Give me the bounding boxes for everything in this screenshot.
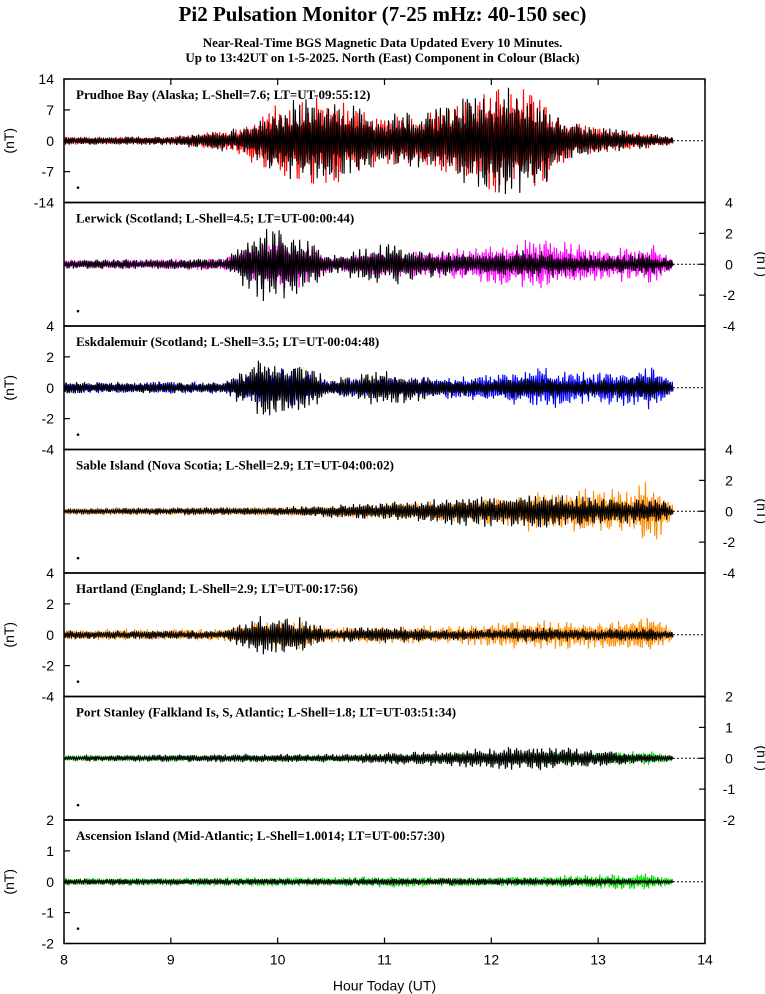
y-tick-label: 1 [725,719,733,735]
station-label-1: Lerwick (Scotland; L-Shell=4.5; LT=UT-00… [76,211,354,226]
station-label-5: Port Stanley (Falkland Is, S, Atlantic; … [76,705,456,720]
y-tick-label: -1 [723,781,736,797]
panel-marker-dot-2 [76,433,80,436]
panel-marker-dot-4 [76,680,80,683]
y-tick-label: 2 [725,689,733,705]
x-tick-label: 11 [377,952,392,968]
x-tick-label: 13 [590,952,606,968]
x-tick-label: 10 [270,952,286,968]
y-tick-label: 0 [46,627,54,643]
y-tick-label: -14 [34,195,54,211]
y-tick-label: -4 [723,565,736,581]
y-axis-unit-label-3: (nT) [754,498,765,524]
x-tick-label: 12 [484,952,500,968]
y-tick-label: 4 [46,565,54,581]
y-axis-unit-label-1: (nT) [754,251,765,277]
y-tick-label: -7 [42,164,55,180]
east-component-trace-5 [63,747,674,771]
y-tick-label: 4 [46,318,54,334]
y-tick-label: -4 [42,442,55,458]
x-tick-label: 8 [60,952,68,968]
panel-marker-dot-3 [76,556,80,560]
east-component-trace-4 [63,615,674,655]
y-tick-label: -4 [723,318,736,334]
y-tick-label: 0 [46,874,54,890]
panel-marker-dot-6 [76,927,80,930]
y-tick-label: 14 [38,71,54,87]
y-axis-unit-label-5: (nT) [754,745,765,771]
y-tick-label: -2 [42,658,55,674]
subtitle-line-1: Near-Real-Time BGS Magnetic Data Updated… [202,35,563,50]
station-label-6: Ascension Island (Mid-Atlantic; L-Shell=… [76,828,445,843]
station-label-2: Eskdalemuir (Scotland; L-Shell=3.5; LT=U… [76,334,379,349]
y-tick-label: -2 [723,534,736,550]
x-tick-label: 14 [697,952,713,968]
east-component-trace-0 [63,87,674,195]
east-component-trace-6 [63,877,674,887]
y-tick-label: 0 [46,133,54,149]
y-tick-label: -4 [42,689,55,705]
panel-marker-dot-5 [76,803,80,807]
station-label-3: Sable Island (Nova Scotia; L-Shell=2.9; … [76,458,394,473]
y-tick-label: -2 [723,287,736,303]
y-tick-label: 2 [46,812,54,828]
y-tick-label: 0 [725,256,733,272]
subtitle-line-2: Up to 13:42UT on 1-5-2025. North (East) … [185,50,580,65]
east-component-trace-3 [63,495,674,528]
y-tick-label: 0 [725,750,733,766]
panel-marker-dot-1 [76,309,80,313]
y-tick-label: 2 [46,596,54,612]
y-tick-label: 7 [46,102,54,118]
y-tick-label: 0 [46,380,54,396]
east-component-trace-1 [63,228,674,302]
x-axis-label: Hour Today (UT) [333,978,436,994]
panel-marker-dot-0 [76,186,80,189]
station-label-4: Hartland (England; L-Shell=2.9; LT=UT-00… [76,581,358,596]
y-tick-label: 0 [725,503,733,519]
y-tick-label: 2 [46,349,54,365]
y-tick-label: 1 [46,843,54,859]
station-label-0: Prudhoe Bay (Alaska; L-Shell=7.6; LT=UT-… [76,87,370,102]
y-axis-unit-label-4: (nT) [1,622,17,648]
y-tick-label: 2 [725,472,733,488]
east-component-trace-2 [63,360,674,416]
y-tick-label: -2 [723,812,736,828]
y-tick-label: -2 [42,411,55,427]
y-axis-unit-label-2: (nT) [1,375,17,401]
y-tick-label: -1 [42,905,55,921]
y-tick-label: 4 [725,195,733,211]
y-tick-label: 2 [725,225,733,241]
page-title: Pi2 Pulsation Monitor (7-25 mHz: 40-150 … [178,2,587,26]
y-tick-label: -2 [42,936,55,952]
x-tick-label: 9 [167,952,175,968]
y-axis-unit-label-0: (nT) [1,128,17,154]
y-axis-unit-label-6: (nT) [1,869,17,895]
y-tick-label: 4 [725,442,733,458]
